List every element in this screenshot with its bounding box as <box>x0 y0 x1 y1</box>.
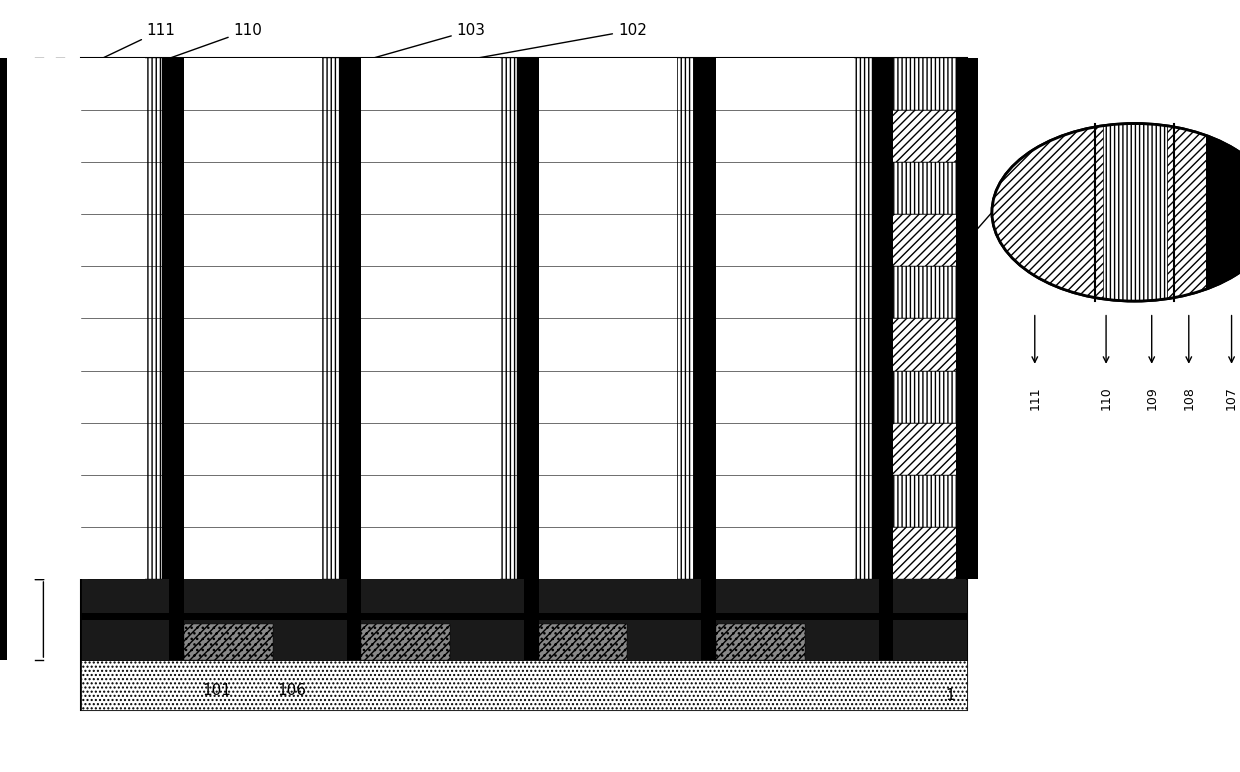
Bar <box>601 58 624 579</box>
Bar <box>486 58 517 579</box>
Bar <box>538 624 627 660</box>
Bar <box>81 214 967 266</box>
Bar <box>81 58 967 110</box>
Bar <box>701 58 715 579</box>
Bar <box>81 214 967 266</box>
Bar <box>715 58 805 579</box>
Text: 109: 109 <box>2 238 31 253</box>
Bar <box>0 579 7 660</box>
Text: 1: 1 <box>945 688 955 703</box>
Bar <box>627 58 677 579</box>
Bar <box>81 371 967 423</box>
Text: 111: 111 <box>1028 386 1042 410</box>
Bar <box>81 579 967 660</box>
Bar <box>309 58 340 579</box>
Bar <box>81 318 967 371</box>
Bar <box>247 58 269 579</box>
Bar <box>878 58 893 579</box>
Bar <box>81 527 967 579</box>
Bar <box>81 58 88 579</box>
Bar <box>443 58 486 579</box>
Bar <box>81 660 967 710</box>
Bar <box>81 110 967 162</box>
Bar <box>346 579 362 660</box>
Bar <box>523 58 538 579</box>
Bar <box>663 58 694 579</box>
Bar <box>841 58 872 579</box>
Bar <box>7 58 95 579</box>
Bar <box>81 475 967 527</box>
Bar <box>265 58 309 579</box>
Bar <box>956 58 978 579</box>
Bar <box>81 266 967 318</box>
Bar <box>362 58 450 579</box>
Bar <box>797 58 841 579</box>
Bar <box>450 58 500 579</box>
Text: 104: 104 <box>0 337 12 352</box>
Bar <box>878 579 893 660</box>
Bar <box>538 58 627 579</box>
Bar <box>131 58 162 579</box>
Bar <box>805 58 854 579</box>
Bar <box>613 58 620 579</box>
Bar <box>346 58 362 579</box>
Bar <box>185 58 273 579</box>
Bar <box>162 58 170 579</box>
Bar <box>435 58 443 579</box>
Bar <box>81 371 967 423</box>
Bar <box>81 422 967 475</box>
Text: 108: 108 <box>1182 386 1195 410</box>
Bar <box>258 58 265 579</box>
Text: 110: 110 <box>153 22 263 65</box>
Bar <box>185 624 273 660</box>
Bar <box>779 58 801 579</box>
Bar <box>81 58 967 110</box>
Bar <box>1102 124 1167 301</box>
Text: 106: 106 <box>277 683 306 699</box>
Bar <box>273 58 322 579</box>
Text: 110: 110 <box>1100 386 1112 410</box>
Bar <box>701 579 715 660</box>
Bar <box>620 58 663 579</box>
Bar <box>523 579 538 660</box>
Bar <box>95 58 145 579</box>
Bar <box>169 579 185 660</box>
Bar <box>694 58 702 579</box>
Circle shape <box>992 124 1240 301</box>
Bar <box>169 58 185 579</box>
Text: 111: 111 <box>91 22 176 64</box>
Wedge shape <box>992 124 1135 301</box>
Bar <box>88 58 131 579</box>
Text: 108: 108 <box>2 175 31 191</box>
Bar <box>81 58 967 710</box>
Bar <box>424 58 446 579</box>
Bar <box>81 162 967 214</box>
Text: 103: 103 <box>351 22 486 66</box>
Text: 107: 107 <box>2 113 31 128</box>
Text: 101: 101 <box>202 683 232 699</box>
Bar <box>81 613 967 619</box>
Bar <box>81 110 967 162</box>
Bar <box>517 58 525 579</box>
Bar <box>715 624 805 660</box>
Bar <box>81 527 967 579</box>
Bar <box>790 58 797 579</box>
Bar <box>1205 124 1240 301</box>
Text: 102: 102 <box>439 22 647 67</box>
Bar <box>872 58 879 579</box>
Bar <box>81 422 967 475</box>
Bar <box>81 475 967 527</box>
Text: 109: 109 <box>1146 386 1158 410</box>
Bar <box>362 624 450 660</box>
Text: 107: 107 <box>1225 386 1238 410</box>
Bar <box>81 318 967 371</box>
Bar <box>1167 124 1240 301</box>
Bar <box>81 266 967 318</box>
Bar <box>0 58 7 579</box>
Bar <box>81 162 967 214</box>
Bar <box>340 58 347 579</box>
